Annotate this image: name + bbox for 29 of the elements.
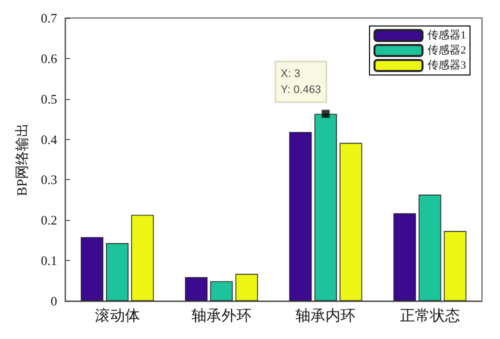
- bar: [131, 214, 154, 301]
- x-tick-label: 滚动体: [94, 308, 140, 324]
- bar: [106, 243, 129, 301]
- x-tick-label: 正常状态: [400, 308, 460, 324]
- legend-label: 传感器3: [428, 58, 466, 72]
- legend-label: 传感器1: [428, 28, 466, 42]
- x-tick-label: 轴承外环: [191, 308, 252, 324]
- y-tick-label: 0.1: [40, 253, 58, 268]
- bar: [289, 132, 312, 301]
- y-tick-label: 0.2: [40, 212, 58, 228]
- annotation: X: 3 Y: 0.463: [280, 68, 322, 96]
- y-tick-label: 0.6: [40, 50, 58, 66]
- y-tick-label: 0: [50, 294, 58, 308]
- legend-label: 传感器2: [428, 44, 466, 56]
- bar: [393, 213, 416, 301]
- bar: [444, 231, 466, 301]
- y-tick-label: 0.5: [40, 91, 58, 106]
- bar: [80, 237, 104, 301]
- bar: [340, 142, 362, 301]
- x-tick-label: 轴承内环: [296, 308, 356, 324]
- bar: [314, 114, 337, 301]
- y-tick-label: 0.4: [40, 132, 58, 147]
- y-axis-title: BP网络输出: [14, 122, 30, 196]
- bar: [210, 281, 233, 301]
- bar: [184, 277, 208, 301]
- y-tick-label: 0.3: [40, 172, 58, 188]
- bar: [235, 274, 258, 301]
- bar: [418, 194, 442, 301]
- y-tick-label: 0.7: [40, 10, 58, 26]
